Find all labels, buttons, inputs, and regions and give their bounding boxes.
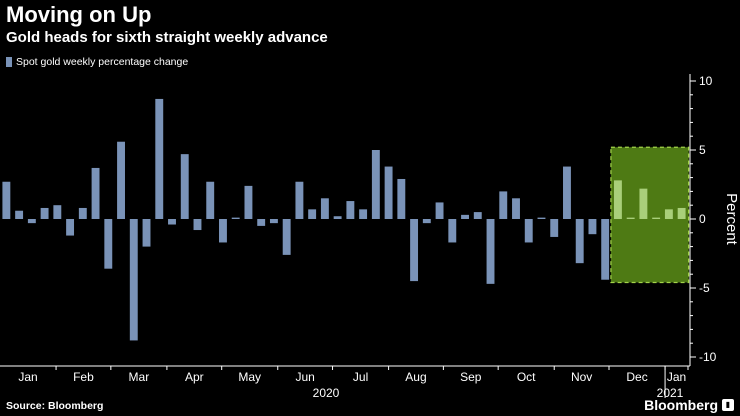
bar [524, 219, 533, 243]
bar [664, 209, 673, 219]
bar [295, 181, 304, 219]
x-tick-label: Jan [667, 370, 686, 384]
bar [359, 209, 368, 219]
brand-text: Bloomberg [644, 397, 718, 413]
bar [639, 188, 648, 219]
x-tick-label: Jul [353, 370, 368, 384]
bar [104, 219, 113, 269]
bar [244, 185, 253, 219]
bar [269, 219, 278, 224]
bar [78, 207, 87, 219]
bar [448, 219, 457, 243]
bar [142, 219, 151, 247]
chart-title: Moving on Up [6, 2, 152, 27]
y-tick-label: -5 [699, 281, 710, 295]
legend-label: Spot gold weekly percentage change [16, 56, 189, 68]
bar [563, 166, 571, 219]
x-tick-label: Mar [129, 370, 150, 384]
bar [27, 219, 36, 224]
bar [575, 219, 584, 264]
bar [231, 217, 240, 219]
bar [117, 141, 125, 219]
x-tick-label: Jan [18, 370, 37, 384]
bar-chart: 10 5 0 -5 -10 Percent Jan Feb Mar Apr May Jun Jul Aug… [0, 74, 740, 400]
bar [473, 212, 482, 219]
bar [129, 219, 138, 341]
x-tick-label: Dec [626, 370, 647, 384]
bar [626, 217, 635, 219]
bar [601, 219, 610, 280]
x-tick-label: Aug [405, 370, 426, 384]
x-tick-label: Oct [517, 370, 536, 384]
bar [461, 214, 469, 219]
bar [537, 217, 546, 219]
year-label: 2020 [313, 386, 340, 400]
bar [206, 181, 215, 219]
y-tick-label: 10 [699, 74, 713, 88]
brand-logo: Bloomberg ▮ [644, 397, 734, 413]
bar [422, 219, 431, 224]
bar [168, 219, 176, 225]
x-tick-label: Sep [460, 370, 482, 384]
bar [66, 219, 75, 236]
bar [257, 219, 266, 226]
bar [677, 207, 686, 219]
bar [346, 201, 355, 219]
bar [371, 150, 380, 219]
highlight-box [610, 146, 690, 284]
bar [193, 219, 202, 231]
bar [180, 154, 189, 219]
bar [2, 181, 11, 219]
bar [499, 191, 508, 219]
bar [435, 202, 444, 219]
bar [40, 207, 49, 219]
bar [652, 217, 661, 219]
bar [384, 166, 393, 219]
y-tick-label: 5 [699, 143, 706, 157]
bar [308, 209, 317, 219]
bar [320, 198, 329, 219]
source-note: Source: Bloomberg [6, 400, 104, 412]
x-tick-label: Jun [295, 370, 314, 384]
bar [613, 180, 622, 219]
bar [486, 219, 495, 284]
y-axis-title: Percent [723, 193, 740, 246]
x-tick-label: May [238, 370, 261, 384]
brand-badge-icon: ▮ [722, 399, 734, 411]
bar [219, 219, 227, 243]
bar [155, 98, 164, 219]
legend: Spot gold weekly percentage change [6, 56, 188, 68]
bar [282, 219, 291, 255]
bar [333, 216, 342, 219]
bar [588, 219, 597, 235]
x-tick-label: Feb [73, 370, 94, 384]
y-tick-label: 0 [699, 212, 706, 226]
bar [91, 167, 100, 219]
x-tick-label: Apr [185, 370, 204, 384]
chart-subtitle: Gold heads for sixth straight weekly adv… [6, 29, 328, 46]
bar [550, 219, 559, 237]
year-label: 2021 [657, 386, 684, 400]
bar [397, 178, 406, 219]
bar [15, 210, 24, 219]
bar [512, 198, 520, 219]
y-tick-label: -10 [699, 350, 717, 364]
bar [410, 219, 419, 282]
legend-swatch [6, 57, 12, 67]
x-tick-label: Nov [571, 370, 592, 384]
bar [53, 205, 62, 219]
